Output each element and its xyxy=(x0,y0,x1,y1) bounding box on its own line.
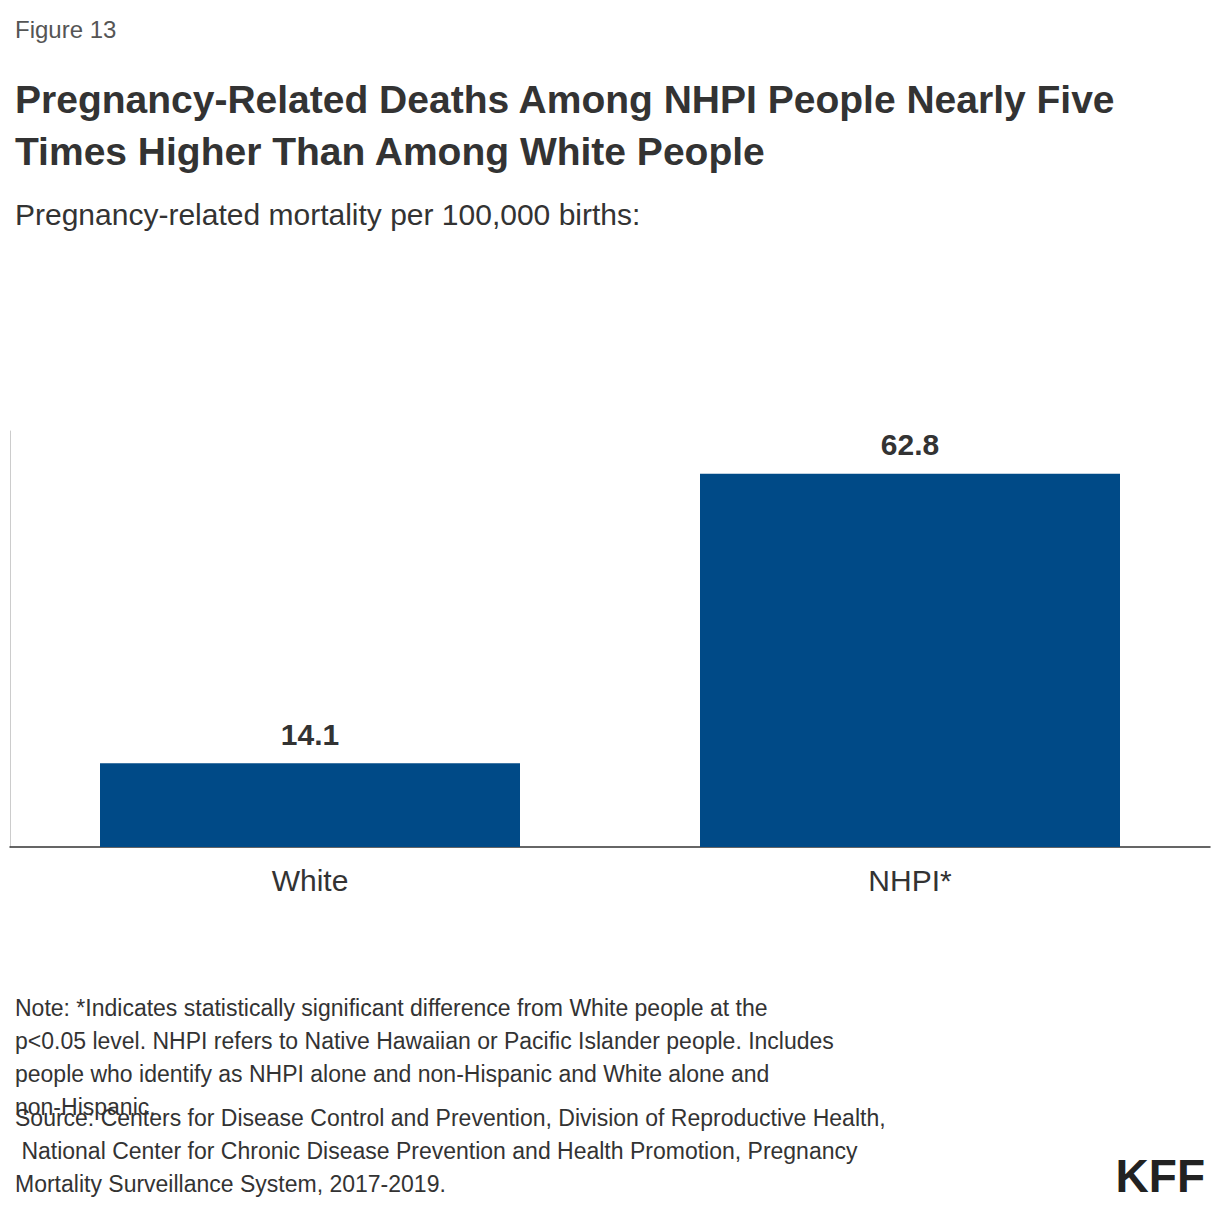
svg-text:Mortality Surveillance System,: Mortality Surveillance System, 2017-2019… xyxy=(15,1171,446,1197)
svg-text:Figure 13: Figure 13 xyxy=(15,16,116,43)
svg-text:p<0.05 level. NHPI refers to N: p<0.05 level. NHPI refers to Native Hawa… xyxy=(15,1028,840,1054)
svg-text:Pregnancy-related mortality pe: Pregnancy-related mortality per 100,000 … xyxy=(15,198,640,231)
svg-text:NHPI*: NHPI* xyxy=(868,864,952,897)
svg-text:National Center for Chronic Di: National Center for Chronic Disease Prev… xyxy=(15,1138,864,1164)
svg-text:14.1: 14.1 xyxy=(281,718,339,751)
svg-text:62.8: 62.8 xyxy=(881,428,939,461)
svg-text:Pregnancy-Related Deaths Among: Pregnancy-Related Deaths Among NHPI Peop… xyxy=(15,78,1125,121)
svg-text:KFF: KFF xyxy=(1116,1150,1205,1202)
svg-text:Times Higher Than Among White: Times Higher Than Among White People xyxy=(15,130,765,173)
svg-text:Source: Centers for Disease Co: Source: Centers for Disease Control and … xyxy=(15,1105,886,1131)
svg-text:Note: *Indicates statistically: Note: *Indicates statistically significa… xyxy=(15,995,774,1021)
svg-text:people who identify as NHPI al: people who identify as NHPI alone and no… xyxy=(15,1061,776,1087)
svg-text:White: White xyxy=(272,864,349,897)
